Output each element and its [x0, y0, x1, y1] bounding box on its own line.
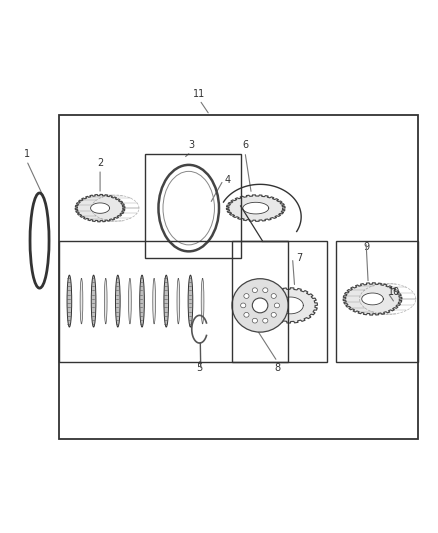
Polygon shape — [226, 195, 285, 221]
Polygon shape — [362, 293, 383, 305]
Ellipse shape — [271, 294, 276, 298]
Ellipse shape — [263, 318, 268, 323]
Text: 10: 10 — [388, 287, 400, 297]
Polygon shape — [75, 195, 125, 222]
Text: 4: 4 — [225, 175, 231, 185]
Ellipse shape — [240, 303, 246, 308]
Ellipse shape — [244, 312, 249, 317]
Ellipse shape — [188, 275, 193, 327]
Polygon shape — [91, 203, 110, 213]
Ellipse shape — [91, 275, 96, 327]
Ellipse shape — [140, 275, 145, 327]
Polygon shape — [243, 203, 269, 214]
Text: 11: 11 — [194, 88, 206, 99]
Polygon shape — [343, 283, 402, 315]
Ellipse shape — [252, 288, 258, 293]
Bar — [145, 154, 240, 258]
Bar — [59, 240, 288, 361]
Ellipse shape — [252, 298, 268, 313]
Ellipse shape — [271, 312, 276, 317]
Text: 7: 7 — [296, 253, 302, 263]
Text: 1: 1 — [24, 149, 30, 159]
Ellipse shape — [80, 278, 83, 324]
Ellipse shape — [244, 294, 249, 298]
Polygon shape — [277, 297, 304, 314]
Bar — [232, 240, 327, 361]
Ellipse shape — [252, 318, 258, 323]
Ellipse shape — [232, 279, 288, 332]
Ellipse shape — [177, 278, 180, 324]
Ellipse shape — [67, 275, 72, 327]
Bar — [336, 240, 418, 361]
Text: 9: 9 — [363, 242, 369, 252]
Ellipse shape — [201, 278, 204, 324]
Bar — [59, 115, 418, 440]
Ellipse shape — [104, 278, 107, 324]
Ellipse shape — [274, 303, 279, 308]
Text: 3: 3 — [188, 140, 194, 150]
Ellipse shape — [164, 275, 169, 327]
Text: 5: 5 — [196, 363, 203, 373]
Ellipse shape — [116, 275, 120, 327]
Ellipse shape — [263, 288, 268, 293]
Text: 8: 8 — [274, 363, 280, 373]
Text: 2: 2 — [97, 158, 103, 168]
Ellipse shape — [153, 278, 155, 324]
Polygon shape — [263, 288, 318, 323]
Text: 6: 6 — [242, 140, 248, 150]
Ellipse shape — [129, 278, 131, 324]
